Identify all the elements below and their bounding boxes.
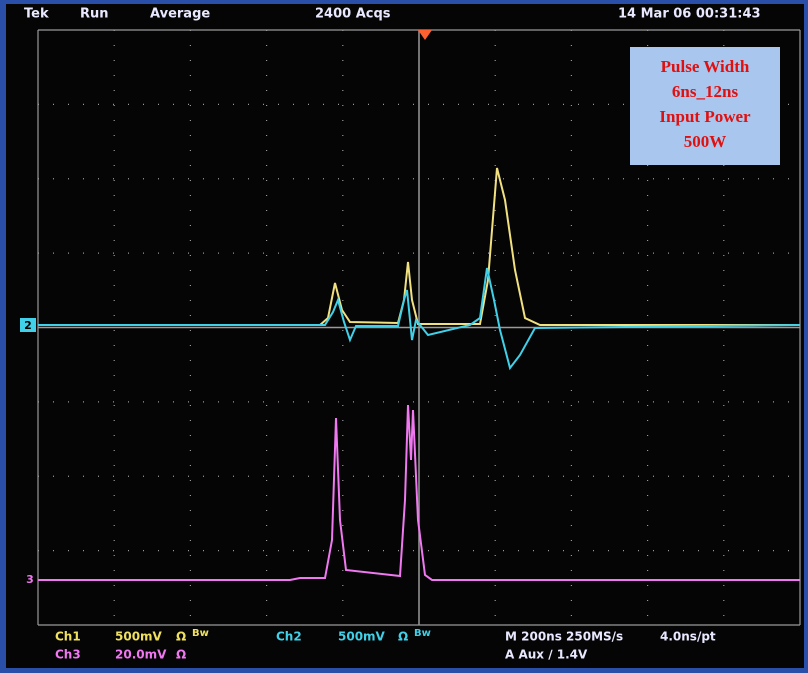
ch2-label: Ch2	[276, 630, 302, 644]
ch1-coupling: Ω	[176, 630, 186, 644]
annotation-line: 6ns_12ns	[672, 82, 739, 101]
annotation-line: Pulse Width	[661, 57, 750, 76]
acquisition-count: 2400 Acqs	[315, 7, 391, 22]
resolution: 4.0ns/pt	[660, 630, 716, 644]
timebase: M 200ns 250MS/s	[505, 630, 623, 644]
ch2-bw: Bw	[414, 628, 431, 639]
ch3-marker-label: 3	[26, 573, 34, 586]
ch2-marker-label: 2	[24, 319, 32, 332]
ch1-label: Ch1	[55, 630, 81, 644]
ch1-bw: Bw	[192, 628, 209, 639]
oscilloscope-screen: Tek Run Average 2400 Acqs 14 Mar 06 00:3…	[0, 0, 808, 673]
ch3-coupling: Ω	[176, 648, 186, 662]
annotation-line: 500W	[684, 132, 727, 151]
ch3-label: Ch3	[55, 648, 81, 662]
ch2-scale: 500mV	[338, 630, 386, 644]
annotation-line: Input Power	[659, 107, 751, 126]
brand: Tek	[24, 7, 49, 22]
ch1-scale: 500mV	[115, 630, 163, 644]
timestamp: 14 Mar 06 00:31:43	[618, 7, 761, 22]
ch3-scale: 20.0mV	[115, 648, 167, 662]
ch2-coupling: Ω	[398, 630, 408, 644]
acquire-mode: Average	[150, 7, 210, 22]
trigger-setting: A Aux ∕ 1.4V	[505, 648, 588, 662]
run-state: Run	[80, 7, 109, 22]
